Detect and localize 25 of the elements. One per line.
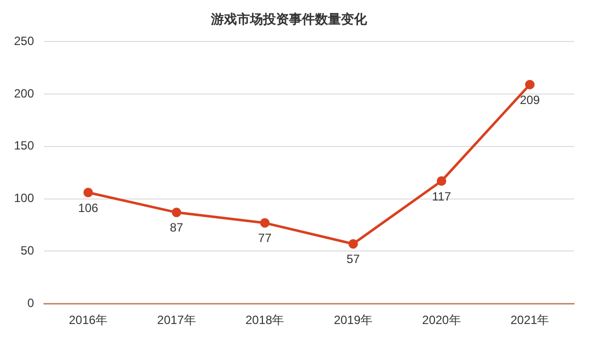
x-tick-label: 2019年 bbox=[334, 313, 373, 328]
point bbox=[83, 188, 93, 198]
y-tick-label: 50 bbox=[20, 244, 34, 258]
x-tick-label: 2016年 bbox=[68, 313, 108, 328]
x-tick-label: 2020年 bbox=[422, 313, 461, 328]
point bbox=[436, 176, 446, 186]
y-tick-label: 150 bbox=[14, 138, 34, 153]
data-label: 57 bbox=[346, 252, 360, 266]
point bbox=[348, 239, 358, 249]
y-tick-label: 0 bbox=[27, 296, 34, 310]
point bbox=[260, 218, 270, 228]
point bbox=[172, 208, 182, 218]
data-label: 106 bbox=[78, 200, 99, 215]
chart-title: 游戏市场投资事件数量变化 bbox=[210, 11, 368, 26]
y-tick-label: 100 bbox=[14, 191, 34, 206]
point bbox=[525, 80, 535, 90]
data-label: 209 bbox=[520, 92, 540, 107]
x-tick-label: 2021年 bbox=[510, 313, 550, 328]
x-tick-label: 2018年 bbox=[245, 313, 284, 328]
y-tick-label: 250 bbox=[14, 34, 34, 48]
data-label: 117 bbox=[432, 189, 452, 204]
data-label: 77 bbox=[258, 231, 272, 246]
data-label: 87 bbox=[170, 220, 184, 235]
y-tick-label: 200 bbox=[14, 86, 34, 100]
x-tick-label: 2017年 bbox=[157, 313, 196, 328]
